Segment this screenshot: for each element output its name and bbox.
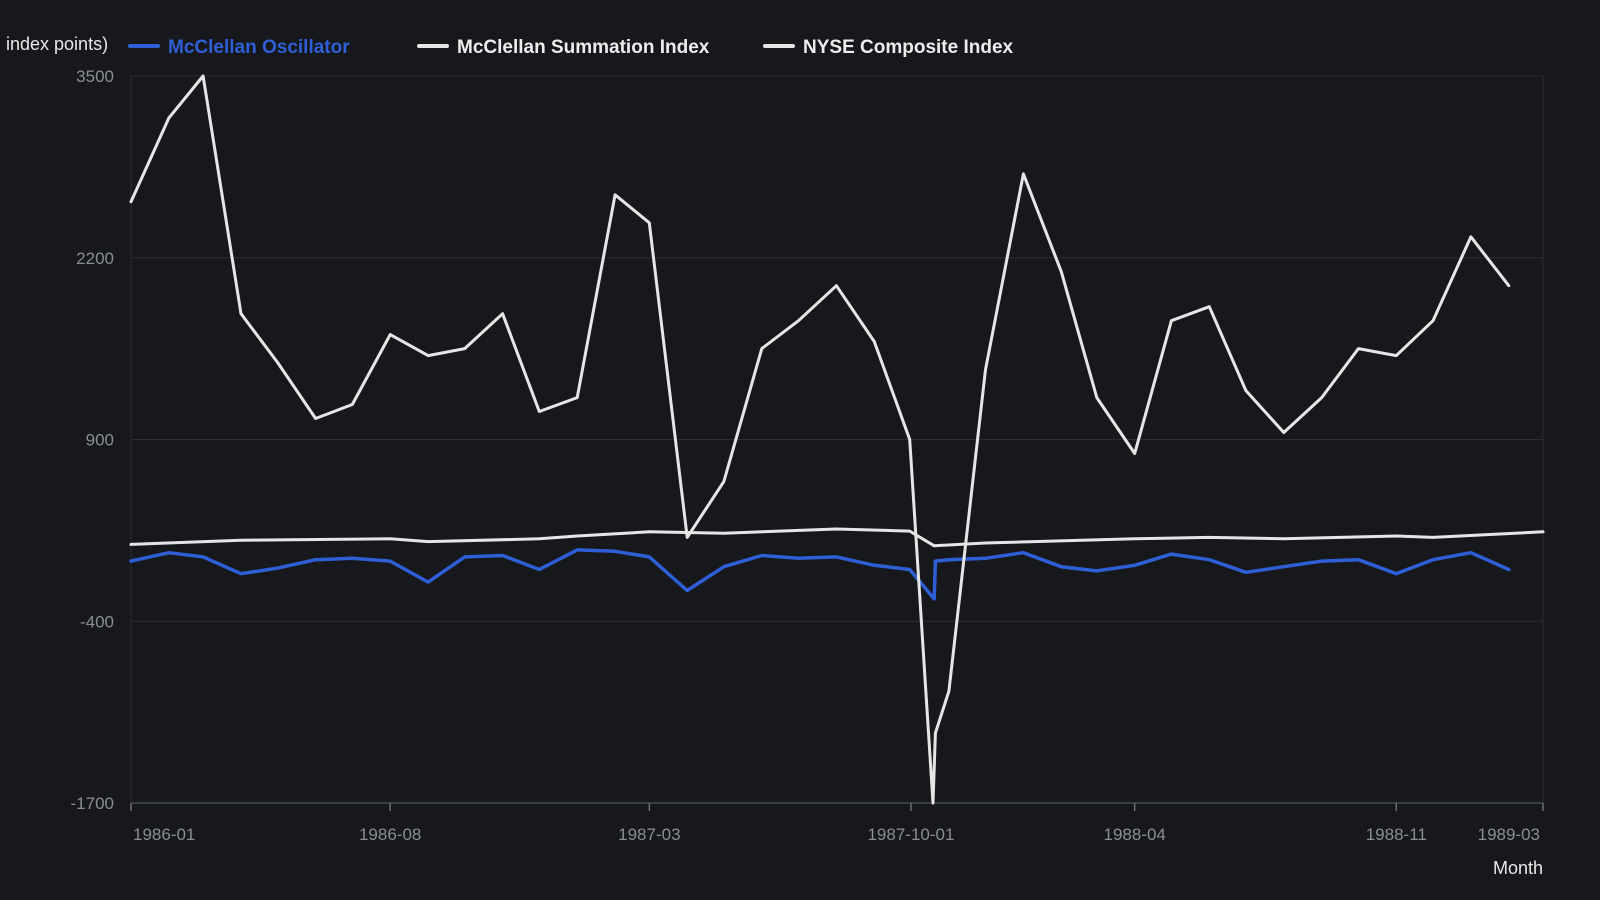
y-axis-label: index points) — [6, 34, 108, 54]
y-tick-label: 3500 — [76, 67, 114, 86]
y-tick-label: 900 — [86, 431, 114, 450]
legend: McClellan Oscillator McClellan Summation … — [128, 37, 1014, 58]
gridlines — [130, 75, 1544, 804]
series-line-nyse-composite-index — [129, 74, 1511, 805]
legend-label: McClellan Oscillator — [168, 37, 350, 58]
legend-label: McClellan Summation Index — [457, 37, 710, 58]
axes: -1700 -400 900 2200 3500 1986-01 1986-08 1987-0… — [71, 67, 1544, 844]
legend-label: NYSE Composite Index — [803, 37, 1014, 58]
x-tick-label: 1987-10-01 — [867, 825, 954, 844]
x-tick-label: 1989-03 — [1478, 825, 1540, 844]
series-lines — [129, 74, 1545, 805]
x-tick-label: 1987-03 — [618, 825, 680, 844]
series-line-mcclellan-oscillator — [129, 548, 1511, 601]
y-tick-label: 2200 — [76, 249, 114, 268]
x-tick-label: 1988-11 — [1366, 825, 1427, 844]
y-tick-label: -400 — [80, 612, 114, 631]
x-tick-label: 1986-01 — [133, 825, 195, 844]
y-tick-label: -1700 — [71, 794, 114, 813]
series-line-mcclellan-summation-index — [129, 527, 1545, 548]
x-axis-label: Month — [1493, 858, 1543, 878]
x-tick-label: 1988-04 — [1103, 825, 1165, 844]
x-tick-label: 1986-08 — [359, 825, 421, 844]
